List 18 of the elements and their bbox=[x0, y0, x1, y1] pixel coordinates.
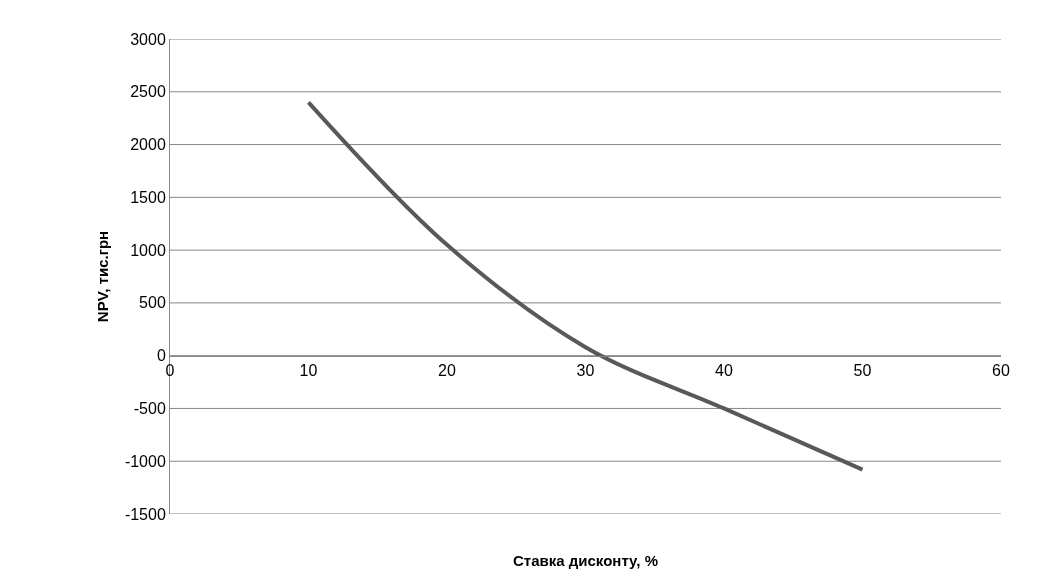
y-tick-label: -500 bbox=[133, 400, 166, 418]
x-tick-label: 30 bbox=[576, 361, 595, 379]
y-tick-label: 2000 bbox=[130, 136, 166, 154]
x-tick-label: 60 bbox=[992, 361, 1010, 379]
y-tick-label: 2500 bbox=[130, 83, 166, 101]
y-tick-label: 500 bbox=[139, 294, 166, 312]
y-tick-label: -1000 bbox=[124, 452, 166, 470]
x-axis-title: Ставка дисконту, % bbox=[513, 552, 658, 569]
y-tick-label: 1000 bbox=[130, 241, 166, 259]
x-tick-label: 40 bbox=[715, 361, 733, 379]
y-tick-label: -1500 bbox=[124, 505, 166, 523]
y-tick-label: 3000 bbox=[130, 30, 166, 48]
x-tick-label: 20 bbox=[438, 361, 456, 379]
x-tick-label: 10 bbox=[299, 361, 318, 379]
y-tick-label: 1500 bbox=[130, 188, 166, 206]
y-tick-label: 0 bbox=[156, 347, 166, 365]
y-axis-title: NPV, тис.грн bbox=[94, 230, 112, 323]
x-tick-label: 50 bbox=[853, 361, 872, 379]
